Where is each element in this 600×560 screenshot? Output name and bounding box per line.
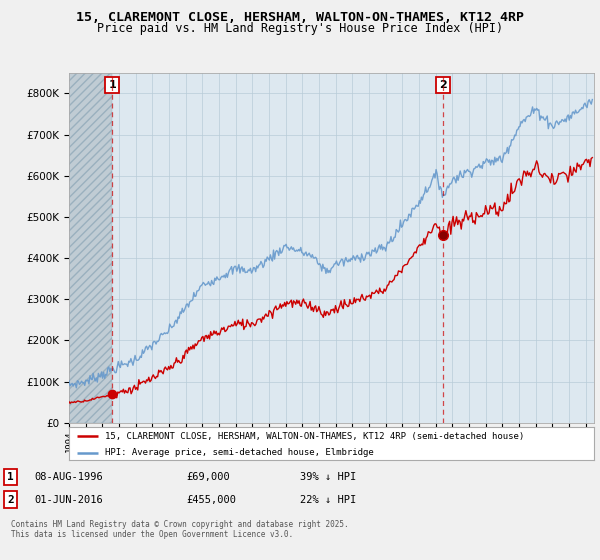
Text: 2: 2 bbox=[7, 494, 14, 505]
Text: £455,000: £455,000 bbox=[186, 494, 236, 505]
Text: 1: 1 bbox=[109, 80, 116, 90]
Text: 08-AUG-1996: 08-AUG-1996 bbox=[35, 472, 104, 482]
Text: Price paid vs. HM Land Registry's House Price Index (HPI): Price paid vs. HM Land Registry's House … bbox=[97, 22, 503, 35]
Text: Contains HM Land Registry data © Crown copyright and database right 2025.
This d: Contains HM Land Registry data © Crown c… bbox=[11, 520, 349, 539]
Text: 15, CLAREMONT CLOSE, HERSHAM, WALTON-ON-THAMES, KT12 4RP (semi-detached house): 15, CLAREMONT CLOSE, HERSHAM, WALTON-ON-… bbox=[105, 432, 524, 441]
Text: £69,000: £69,000 bbox=[186, 472, 230, 482]
Text: HPI: Average price, semi-detached house, Elmbridge: HPI: Average price, semi-detached house,… bbox=[105, 449, 373, 458]
Text: 1: 1 bbox=[7, 472, 14, 482]
Bar bbox=[69, 73, 112, 423]
Text: 39% ↓ HPI: 39% ↓ HPI bbox=[300, 472, 356, 482]
Text: 15, CLAREMONT CLOSE, HERSHAM, WALTON-ON-THAMES, KT12 4RP: 15, CLAREMONT CLOSE, HERSHAM, WALTON-ON-… bbox=[76, 11, 524, 24]
Text: 2: 2 bbox=[439, 80, 446, 90]
Text: 22% ↓ HPI: 22% ↓ HPI bbox=[300, 494, 356, 505]
Text: 01-JUN-2016: 01-JUN-2016 bbox=[35, 494, 104, 505]
